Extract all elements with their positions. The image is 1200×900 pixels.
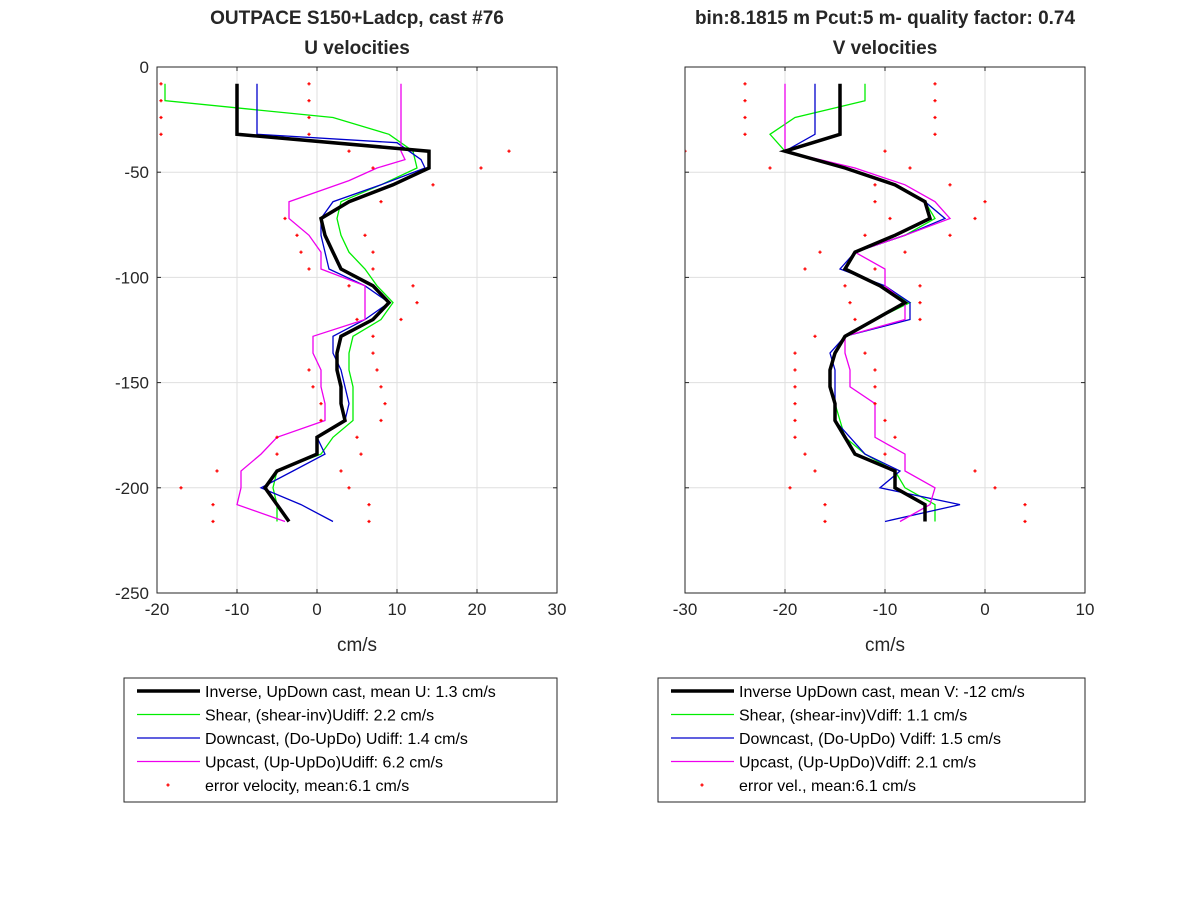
series-line-3 bbox=[256, 83, 426, 523]
legend-label: Upcast, (Up-UpDo)Udiff: 6.2 cm/s bbox=[205, 755, 443, 772]
series-line-3 bbox=[783, 83, 961, 523]
y-tick-label: -100 bbox=[115, 268, 149, 287]
series-line-2 bbox=[164, 83, 418, 522]
x-axis-label: cm/s bbox=[865, 635, 905, 656]
series-line-1 bbox=[235, 83, 431, 523]
x-tick-label: 10 bbox=[1076, 600, 1095, 619]
x-tick-label: 20 bbox=[468, 600, 487, 619]
x-tick-label: 30 bbox=[548, 600, 567, 619]
legend-label: Shear, (shear-inv)Udiff: 2.2 cm/s bbox=[205, 708, 434, 725]
chart-subtitle: U velocities bbox=[304, 38, 410, 59]
series-line-4 bbox=[236, 83, 406, 523]
legend-label: Inverse UpDown cast, mean V: -12 cm/s bbox=[739, 684, 1025, 701]
y-tick-label: 0 bbox=[140, 58, 149, 77]
y-tick-label: -150 bbox=[115, 374, 149, 393]
x-tick-label: -20 bbox=[145, 600, 170, 619]
chart-title: bin:8.1815 m Pcut:5 m- quality factor: 0… bbox=[695, 8, 1076, 29]
x-tick-label: 10 bbox=[388, 600, 407, 619]
legend-label: Upcast, (Up-UpDo)Vdiff: 2.1 cm/s bbox=[739, 755, 976, 772]
legend-label: Shear, (shear-inv)Vdiff: 1.1 cm/s bbox=[739, 708, 967, 725]
legend-label: Downcast, (Do-UpDo) Vdiff: 1.5 cm/s bbox=[739, 731, 1001, 748]
x-axis-label: cm/s bbox=[337, 635, 377, 656]
legend: Inverse, UpDown cast, mean U: 1.3 cm/s Sh… bbox=[123, 677, 558, 803]
x-tick-label: -10 bbox=[225, 600, 250, 619]
y-tick-label: -50 bbox=[124, 163, 149, 182]
series-line-4 bbox=[784, 83, 952, 523]
legend-label: error vel., mean:6.1 cm/s bbox=[739, 778, 916, 795]
legend: Inverse UpDown cast, mean V: -12 cm/s She… bbox=[657, 677, 1086, 803]
legend-label: Inverse, UpDown cast, mean U: 1.3 cm/s bbox=[205, 684, 496, 701]
legend-label: Downcast, (Do-UpDo) Udiff: 1.4 cm/s bbox=[205, 731, 468, 748]
axes-box bbox=[156, 66, 558, 594]
x-tick-label: -10 bbox=[873, 600, 898, 619]
legend-box bbox=[123, 677, 558, 803]
axes-1: OUTPACE S150+Ladcp, cast #76 U velocities… bbox=[115, 8, 567, 803]
x-tick-label: 0 bbox=[980, 600, 989, 619]
x-tick-label: 0 bbox=[312, 600, 321, 619]
y-tick-label: -200 bbox=[115, 479, 149, 498]
x-tick-label: -30 bbox=[673, 600, 698, 619]
series-line-1 bbox=[778, 83, 933, 522]
legend-box bbox=[657, 677, 1086, 803]
legend-label: error velocity, mean:6.1 cm/s bbox=[205, 778, 409, 795]
plot-area bbox=[685, 82, 1027, 524]
chart-subtitle: V velocities bbox=[833, 38, 938, 59]
y-tick-label: -250 bbox=[115, 584, 149, 603]
plot-area bbox=[159, 82, 511, 524]
chart-title: OUTPACE S150+Ladcp, cast #76 bbox=[210, 8, 504, 29]
x-tick-label: -20 bbox=[773, 600, 798, 619]
axes-2: bin:8.1815 m Pcut:5 m- quality factor: 0… bbox=[657, 8, 1095, 803]
